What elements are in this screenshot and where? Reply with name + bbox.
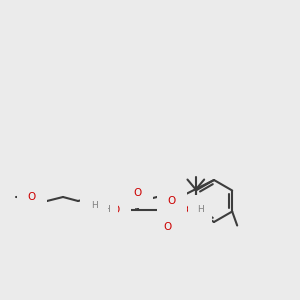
Text: O: O [164,222,172,232]
Text: H: H [196,206,203,214]
Text: H: H [103,206,110,214]
Text: O: O [168,196,176,206]
Text: N: N [90,192,98,202]
Text: O: O [28,192,36,202]
Text: O: O [134,188,142,198]
Text: O: O [112,205,120,215]
Text: H: H [91,202,98,211]
Text: O: O [186,205,194,215]
